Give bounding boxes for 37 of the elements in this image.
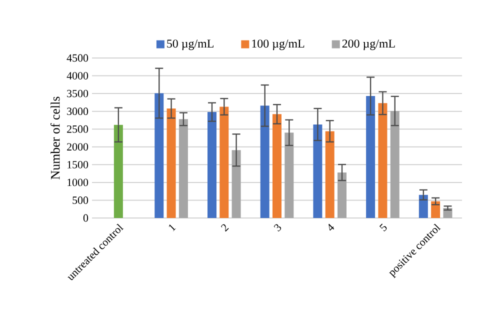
bar: [166, 108, 176, 218]
bar: [284, 132, 294, 218]
legend-label: 100 µg/mL: [252, 40, 304, 50]
legend-label: 200 µg/mL: [342, 40, 395, 50]
bar: [313, 124, 322, 218]
y-tick-label: 1000: [68, 178, 88, 186]
bar: [390, 110, 400, 218]
y-tick-label: 2000: [67, 143, 88, 151]
y-tick-label: 3000: [67, 108, 88, 116]
x-tick-label: 5: [379, 224, 387, 232]
bar: [260, 106, 270, 218]
bar: [220, 106, 229, 218]
bar: [154, 93, 164, 218]
bar: [178, 119, 188, 218]
bar: [272, 114, 282, 218]
y-tick-label: 0: [83, 214, 88, 222]
legend-label: 50 µg/mL: [167, 40, 214, 50]
y-tick-label: 1500: [68, 160, 88, 168]
y-tick-label: 500: [72, 196, 88, 204]
x-tick-label: 1: [168, 224, 176, 232]
x-tick-label: 3: [274, 224, 282, 232]
bar: [338, 172, 347, 218]
x-tick-label: 4: [328, 224, 334, 231]
bar: [431, 201, 440, 218]
y-axis-title: Number of cells: [50, 96, 60, 180]
y-tick-label: 3500: [67, 90, 88, 98]
bar: [325, 131, 334, 218]
bar: [207, 112, 216, 218]
bar: [418, 194, 428, 218]
bar: [366, 96, 376, 218]
y-tick-label: 2500: [67, 125, 88, 133]
bar: [378, 103, 388, 218]
bar: [232, 150, 241, 218]
x-tick-label: 2: [220, 224, 229, 232]
bar: [114, 124, 123, 218]
y-tick-label: 4500: [66, 54, 88, 62]
y-tick-label: 4000: [66, 72, 88, 80]
